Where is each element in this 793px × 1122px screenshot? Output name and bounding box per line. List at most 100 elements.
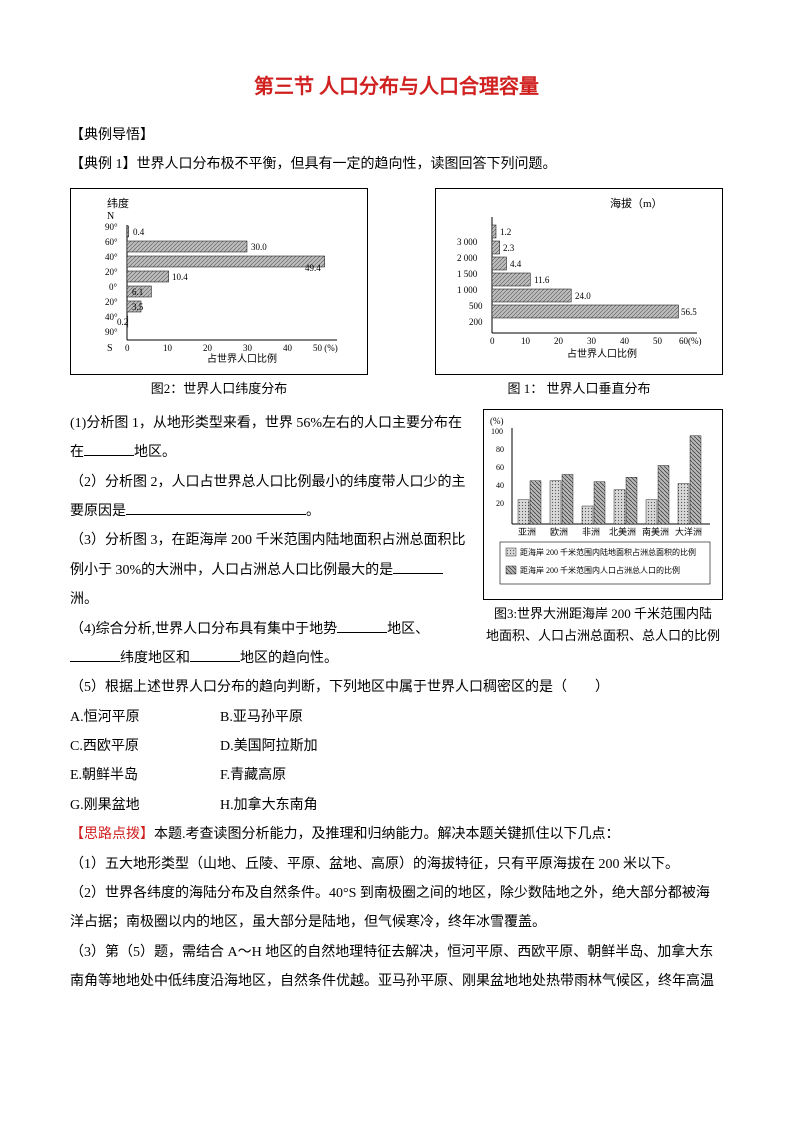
blank	[84, 441, 134, 456]
svg-text:24.0: 24.0	[575, 291, 591, 301]
q1: (1)分析图 1，从地形类型来看，世界 56%左右的人口主要分布在在地区。	[70, 409, 469, 468]
example-intro: 【典例 1】世界人口分布极不平衡，但具有一定的趋向性，读图回答下列问题。	[70, 150, 723, 179]
svg-text:0.2: 0.2	[117, 317, 128, 327]
chart2-s: S	[107, 343, 113, 354]
svg-text:1 000: 1 000	[457, 285, 478, 295]
chart2-box: 纬度 N 90° 60° 40° 20° 0° 20° 40° 90° S	[70, 188, 368, 375]
svg-text:20°: 20°	[105, 297, 118, 307]
svg-text:3 000: 3 000	[457, 237, 478, 247]
svg-text:4.4: 4.4	[510, 259, 522, 269]
opts-row-4: G.刚果盆地 H.加拿大东南角	[70, 791, 723, 820]
chart2-n: N	[107, 211, 114, 222]
svg-text:50: 50	[653, 336, 663, 346]
svg-text:40°: 40°	[105, 252, 118, 262]
tip1: （1）五大地形类型（山地、丘陵、平原、盆地、高原）的海拔特征，只有平原海拔在 2…	[70, 850, 723, 879]
example-label: 【典例 1】	[70, 157, 137, 172]
section-label: 【典例导悟】	[70, 121, 723, 150]
tip: 【思路点拨】本题.考查读图分析能力，及推理和归纳能力。解决本题关键抓住以下几点：	[70, 820, 723, 849]
svg-text:距海岸 200 千米范围内陆地面积占洲总面积的比例: 距海岸 200 千米范围内陆地面积占洲总面积的比例	[520, 547, 696, 557]
svg-text:距海岸 200 千米范围内人口占洲总人口的比例: 距海岸 200 千米范围内人口占洲总人口的比例	[520, 565, 680, 575]
svg-text:49.4: 49.4	[305, 263, 321, 273]
svg-text:10.4: 10.4	[172, 272, 188, 282]
svg-text:200: 200	[469, 317, 483, 327]
svg-text:500: 500	[469, 301, 483, 311]
svg-text:90°: 90°	[105, 327, 118, 337]
opt-e: E.朝鲜半岛	[70, 761, 220, 790]
svg-text:欧洲: 欧洲	[550, 526, 568, 537]
svg-text:60: 60	[496, 463, 504, 472]
svg-text:20: 20	[203, 343, 213, 353]
svg-text:2.3: 2.3	[503, 243, 515, 253]
svg-text:非洲: 非洲	[582, 526, 600, 537]
opt-d: D.美国阿拉斯加	[220, 732, 318, 761]
svg-text:北美洲: 北美洲	[609, 526, 636, 537]
opt-g: G.刚果盆地	[70, 791, 220, 820]
svg-text:30.0: 30.0	[251, 242, 267, 252]
svg-text:40: 40	[283, 343, 293, 353]
svg-text:50 (%): 50 (%)	[313, 343, 338, 353]
chart2-xtitle: 占世界人口比例	[207, 352, 277, 363]
svg-text:30: 30	[243, 343, 253, 353]
svg-text:60(%): 60(%)	[679, 336, 702, 346]
mid-row: (1)分析图 1，从地形类型来看，世界 56%左右的人口主要分布在在地区。 （2…	[70, 409, 723, 674]
svg-text:30: 30	[587, 336, 597, 346]
blank	[70, 647, 120, 662]
opt-c: C.西欧平原	[70, 732, 220, 761]
chart1-ytitle: 海拔（m）	[610, 196, 663, 210]
chart1-caption: 图 1： 世界人口垂直分布	[435, 378, 723, 397]
svg-text:南美洲: 南美洲	[642, 526, 669, 537]
blank	[337, 617, 387, 632]
chart1-svg: 海拔（m） 3 000 2 000 1 500 1 000 500 200 1.…	[442, 195, 712, 363]
q2: （2）分析图 2，人口占世界总人口比例最小的纬度带人口少的主要原因是。	[70, 468, 469, 527]
svg-text:11.6: 11.6	[534, 275, 550, 285]
svg-text:60°: 60°	[105, 237, 118, 247]
charts-row: 纬度 N 90° 60° 40° 20° 0° 20° 40° 90° S	[70, 188, 723, 397]
svg-text:100: 100	[491, 427, 503, 436]
opt-b: B.亚马孙平原	[220, 703, 303, 732]
questions-left: (1)分析图 1，从地形类型来看，世界 56%左右的人口主要分布在在地区。 （2…	[70, 409, 469, 674]
chart3-caption-2: 地面积、人口占洲总面积、总人口的比例	[483, 625, 723, 644]
chart3-caption-1: 图3:世界大洲距海岸 200 千米范围内陆	[483, 603, 723, 622]
svg-text:90°: 90°	[105, 222, 118, 232]
chart1-wrapper: 海拔（m） 3 000 2 000 1 500 1 000 500 200 1.…	[435, 188, 723, 397]
svg-text:0°: 0°	[109, 282, 118, 292]
chart1-xtitle: 占世界人口比例	[567, 347, 637, 360]
chart3-wrapper: (%) 100 80 60 40 20	[483, 409, 723, 644]
chart3-box: (%) 100 80 60 40 20	[483, 409, 723, 600]
chart1-box: 海拔（m） 3 000 2 000 1 500 1 000 500 200 1.…	[435, 188, 723, 375]
opts-row-2: C.西欧平原 D.美国阿拉斯加	[70, 732, 723, 761]
q3: （3）分析图 3，在距海岸 200 千米范围内陆地面积占洲总面积比例小于 30%…	[70, 526, 469, 614]
svg-text:56.5: 56.5	[681, 307, 697, 317]
q5: （5）根据上述世界人口分布的趋向判断，下列地区中属于世界人口稠密区的是（ ）	[70, 673, 723, 702]
svg-text:大洋洲: 大洋洲	[675, 526, 702, 537]
svg-text:2 000: 2 000	[457, 253, 478, 263]
svg-text:10: 10	[163, 343, 173, 353]
opts-row-3: E.朝鲜半岛 F.青藏高原	[70, 761, 723, 790]
svg-text:40: 40	[496, 481, 504, 490]
page-title: 第三节 人口分布与人口合理容量	[70, 70, 723, 99]
svg-text:10: 10	[521, 336, 531, 346]
svg-text:0: 0	[125, 343, 130, 353]
svg-text:1.2: 1.2	[500, 227, 511, 237]
svg-text:亚洲: 亚洲	[518, 527, 536, 537]
opt-f: F.青藏高原	[220, 761, 286, 790]
example-intro-text: 世界人口分布极不平衡，但具有一定的趋向性，读图回答下列问题。	[137, 157, 557, 172]
opt-a: A.恒河平原	[70, 703, 220, 732]
svg-text:(%): (%)	[490, 416, 504, 426]
chart2-svg: 纬度 N 90° 60° 40° 20° 0° 20° 40° 90° S	[77, 195, 357, 363]
svg-text:40: 40	[620, 336, 630, 346]
chart2-wrapper: 纬度 N 90° 60° 40° 20° 0° 20° 40° 90° S	[70, 188, 368, 397]
opts-row-1: A.恒河平原 B.亚马孙平原	[70, 703, 723, 732]
opt-h: H.加拿大东南角	[220, 791, 318, 820]
svg-text:0.4: 0.4	[133, 227, 145, 237]
svg-text:20: 20	[554, 336, 564, 346]
chart2-ytitle: 纬度	[107, 196, 129, 210]
tip-label: 【思路点拨】	[70, 827, 154, 842]
chart2-caption: 图2：世界人口纬度分布	[70, 378, 368, 397]
svg-text:3.5: 3.5	[132, 302, 144, 312]
tip3: （3）第（5）题，需结合 A～H 地区的自然地理特征去解决，恒河平原、西欧平原、…	[70, 938, 723, 997]
svg-text:80: 80	[496, 445, 504, 454]
tip-intro: 本题.考查读图分析能力，及推理和归纳能力。解决本题关键抓住以下几点：	[154, 827, 620, 842]
svg-text:20: 20	[496, 499, 504, 508]
page: 第三节 人口分布与人口合理容量 【典例导悟】 【典例 1】世界人口分布极不平衡，…	[0, 0, 793, 1122]
